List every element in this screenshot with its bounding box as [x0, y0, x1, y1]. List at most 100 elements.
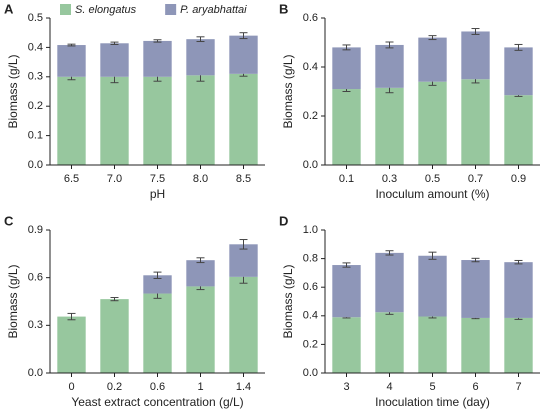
x-axis-label: Inoculation time (day): [375, 395, 490, 409]
error-bar: [196, 36, 205, 43]
error-bar: [342, 262, 351, 268]
error-bar: [342, 44, 351, 51]
y-tick-label: 0.3: [28, 71, 43, 83]
x-tick-label: 7.0: [107, 173, 122, 185]
y-tick-label: 0.0: [303, 159, 318, 171]
panel-label: A: [4, 1, 14, 16]
y-tick-label: 0.0: [303, 367, 318, 379]
bar-segment: [143, 275, 172, 294]
error-bar: [239, 239, 248, 250]
y-axis-label: Biomass (g/L): [6, 264, 20, 338]
y-axis-label: Biomass (g/L): [281, 264, 295, 338]
bar-segment: [229, 276, 258, 373]
y-tick-label: 0.4: [28, 41, 43, 53]
x-tick-label: 0.9: [511, 173, 526, 185]
bar-segment: [504, 47, 533, 96]
bar-segment: [186, 286, 215, 373]
x-tick-label: 8.5: [236, 173, 251, 185]
bar-segment: [143, 293, 172, 373]
error-bar: [471, 28, 480, 35]
error-bar: [471, 257, 480, 263]
legend-label: P. aryabhattai: [180, 4, 247, 16]
error-bar: [67, 43, 76, 47]
x-tick-label: 6.5: [64, 173, 79, 185]
bar-segment: [375, 44, 404, 88]
bar-segment: [57, 76, 86, 165]
bar-segment: [57, 45, 86, 77]
bar-segment: [186, 75, 215, 165]
bar-segment: [332, 265, 361, 318]
x-tick-label: 0.2: [107, 381, 122, 393]
y-tick-label: 0.4: [303, 61, 318, 73]
panel-label: D: [279, 213, 288, 228]
x-tick-label: 0.1: [339, 173, 354, 185]
bar-segment: [332, 89, 361, 165]
bar-segment: [100, 43, 129, 77]
bar-segment: [418, 37, 447, 82]
bar-segment: [504, 317, 533, 373]
error-bar: [239, 32, 248, 40]
y-axis-label: Biomass (g/L): [6, 54, 20, 128]
bar-segment: [375, 252, 404, 313]
x-tick-label: 5: [429, 381, 435, 393]
bar-segment: [100, 76, 129, 165]
error-bar: [153, 271, 162, 279]
bar-segment: [57, 316, 86, 373]
bar-segment: [461, 31, 490, 80]
x-tick-label: 1: [197, 381, 203, 393]
bar-segment: [100, 299, 129, 373]
x-tick-label: 0.7: [468, 173, 483, 185]
x-tick-label: 0.6: [150, 381, 165, 393]
y-tick-label: 0.0: [28, 159, 43, 171]
error-bar: [428, 251, 437, 260]
x-tick-label: 1.4: [236, 381, 251, 393]
x-tick-label: 8.0: [193, 173, 208, 185]
error-bar: [67, 312, 76, 321]
bar-segment: [229, 73, 258, 165]
error-bar: [385, 250, 394, 256]
error-bar: [514, 43, 523, 51]
x-axis-label: pH: [150, 187, 165, 201]
y-tick-label: 0.2: [303, 110, 318, 122]
x-tick-label: 7.5: [150, 173, 165, 185]
error-bar: [110, 41, 119, 45]
error-bar: [196, 257, 205, 264]
y-tick-label: 0.5: [28, 12, 43, 24]
panel-label: C: [4, 213, 14, 228]
error-bar: [153, 39, 162, 43]
legend-label: S. elongatus: [75, 4, 137, 16]
x-tick-label: 6: [472, 381, 478, 393]
x-tick-label: 0.5: [425, 173, 440, 185]
bar-segment: [332, 317, 361, 373]
error-bar: [385, 41, 394, 49]
x-axis-label: Yeast extract concentration (g/L): [71, 395, 243, 409]
bar-segment: [229, 35, 258, 74]
panel-label: B: [279, 1, 288, 16]
legend-swatch: [60, 4, 71, 15]
y-tick-label: 1.0: [303, 224, 318, 236]
y-tick-label: 0.0: [28, 367, 43, 379]
x-tick-label: 4: [386, 381, 392, 393]
bar-segment: [418, 255, 447, 317]
y-tick-label: 0.2: [28, 100, 43, 112]
bar-segment: [143, 76, 172, 165]
y-tick-label: 0.1: [28, 130, 43, 142]
bar-segment: [461, 79, 490, 165]
error-bar: [514, 259, 523, 265]
bar-segment: [186, 260, 215, 287]
x-axis-label: Inoculum amount (%): [375, 187, 489, 201]
x-tick-label: 7: [515, 381, 521, 393]
bar-segment: [504, 95, 533, 165]
y-tick-label: 0.3: [28, 319, 43, 331]
bar-segment: [461, 260, 490, 318]
bar-segment: [418, 316, 447, 373]
y-axis-label: Biomass (g/L): [281, 54, 295, 128]
x-tick-label: 3: [343, 381, 349, 393]
y-tick-label: 0.8: [303, 253, 318, 265]
y-tick-label: 0.6: [28, 272, 43, 284]
y-tick-label: 0.2: [303, 338, 318, 350]
bar-segment: [143, 40, 172, 77]
error-bar: [428, 35, 437, 41]
x-tick-label: 0.3: [382, 173, 397, 185]
